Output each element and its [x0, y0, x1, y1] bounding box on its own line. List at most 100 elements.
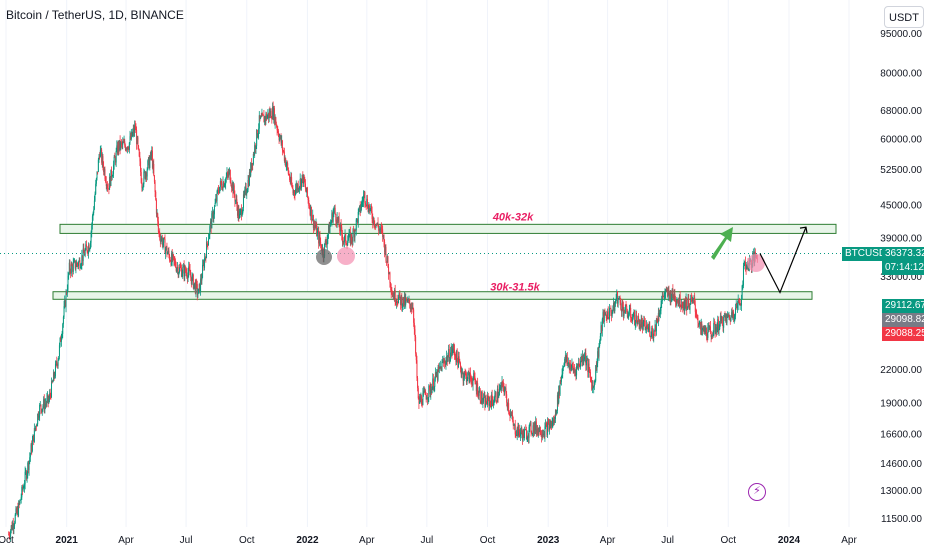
- candle-body: [582, 355, 584, 362]
- candle-body: [339, 224, 341, 232]
- candle-body: [363, 191, 365, 196]
- candle-body: [737, 299, 739, 305]
- candle-body: [723, 315, 725, 317]
- candle-body: [73, 260, 75, 263]
- candle-body: [610, 308, 612, 313]
- candle-body: [524, 429, 526, 431]
- candle-body: [645, 328, 647, 330]
- candle-body: [343, 241, 345, 243]
- candle-body: [674, 293, 676, 302]
- candle-body: [467, 372, 469, 380]
- candle-body: [711, 335, 713, 337]
- candle-body: [458, 356, 460, 362]
- currency-button[interactable]: USDT: [884, 6, 924, 28]
- candle-body: [100, 149, 102, 151]
- candle-body: [335, 214, 337, 222]
- lightning-icon[interactable]: ⚡: [748, 483, 766, 501]
- candle-body: [412, 306, 414, 310]
- candle-body: [140, 172, 142, 183]
- time-axis[interactable]: Oct 2021 Apr Jul Oct 2022 Apr Jul Oct 2023 Apr Jul O…: [0, 535, 857, 546]
- candle-body: [84, 249, 86, 256]
- candle-body: [273, 108, 275, 119]
- candle-body: [330, 223, 332, 226]
- candle-body: [439, 366, 441, 368]
- candle-body: [173, 254, 175, 257]
- candle-body: [658, 312, 660, 317]
- candle-body: [176, 268, 178, 272]
- candle-body: [388, 272, 390, 275]
- candle-body: [406, 299, 408, 302]
- candle-body: [268, 113, 270, 119]
- candle-body: [502, 382, 504, 387]
- candle-body: [253, 154, 255, 155]
- candle-body: [50, 394, 52, 398]
- candle-body: [571, 363, 573, 368]
- candle-body: [728, 315, 730, 317]
- candle-body: [295, 184, 297, 190]
- candle-body: [370, 205, 372, 209]
- candle-body: [576, 365, 578, 376]
- candle-body: [246, 192, 248, 195]
- candle-body: [146, 172, 147, 177]
- time-tick-label: Oct: [239, 535, 255, 546]
- candle-body: [289, 179, 291, 183]
- candle-body: [277, 130, 279, 137]
- candle-body: [301, 174, 303, 179]
- candle-body: [560, 376, 562, 382]
- candle-body: [516, 434, 518, 436]
- price-tag-high: 29112.67: [882, 299, 926, 313]
- candle-body: [640, 324, 642, 328]
- candle-body: [562, 366, 564, 368]
- candle-body: [566, 356, 568, 364]
- candle-body: [103, 165, 105, 173]
- candle-body: [318, 231, 320, 244]
- candle-body: [442, 360, 444, 363]
- candle-body: [339, 227, 341, 232]
- price-tag-low: 29088.25: [882, 327, 927, 341]
- candle-body: [148, 157, 150, 168]
- candle-body: [694, 297, 696, 305]
- candle-body: [514, 424, 516, 435]
- candle-body: [666, 289, 668, 291]
- candle-body: [208, 239, 210, 245]
- candle-body: [186, 272, 188, 277]
- candle-body: [172, 254, 174, 261]
- candle-body: [40, 404, 42, 410]
- candle-body: [41, 408, 43, 413]
- candle-body: [593, 381, 595, 387]
- candle-body: [538, 427, 540, 433]
- candle-body: [416, 360, 418, 379]
- candle-body: [411, 306, 413, 310]
- candle-body: [338, 217, 340, 228]
- candle-body: [563, 363, 565, 367]
- candle-body: [704, 326, 706, 333]
- candle-body: [29, 453, 31, 458]
- candle-body: [239, 210, 241, 214]
- candle-body: [263, 115, 265, 123]
- candle-body: [446, 356, 448, 361]
- price-axis[interactable]: 95000.00 80000.00 68000.00 60000.00 52500.00…: [880, 29, 922, 525]
- candle-body: [62, 324, 64, 334]
- candle-body: [13, 525, 15, 529]
- candle-body: [26, 473, 28, 479]
- candle-body: [302, 175, 304, 184]
- candle-body: [256, 129, 258, 146]
- candle-body: [53, 372, 55, 378]
- candle-body: [360, 208, 362, 212]
- candle-body: [510, 414, 512, 416]
- candle-body: [708, 325, 710, 327]
- candle-body: [473, 373, 475, 377]
- candle-body: [348, 232, 350, 239]
- candle-body: [618, 298, 620, 300]
- candle-body: [98, 156, 100, 160]
- candle-body: [124, 141, 126, 146]
- time-tick-label: Apr: [118, 535, 134, 546]
- candle-body: [380, 226, 382, 230]
- candle-body: [659, 311, 661, 314]
- candle-body: [57, 360, 59, 366]
- candle-body: [740, 303, 742, 306]
- candle-body: [361, 201, 363, 203]
- candle-body: [328, 225, 330, 234]
- candle-body: [554, 409, 556, 419]
